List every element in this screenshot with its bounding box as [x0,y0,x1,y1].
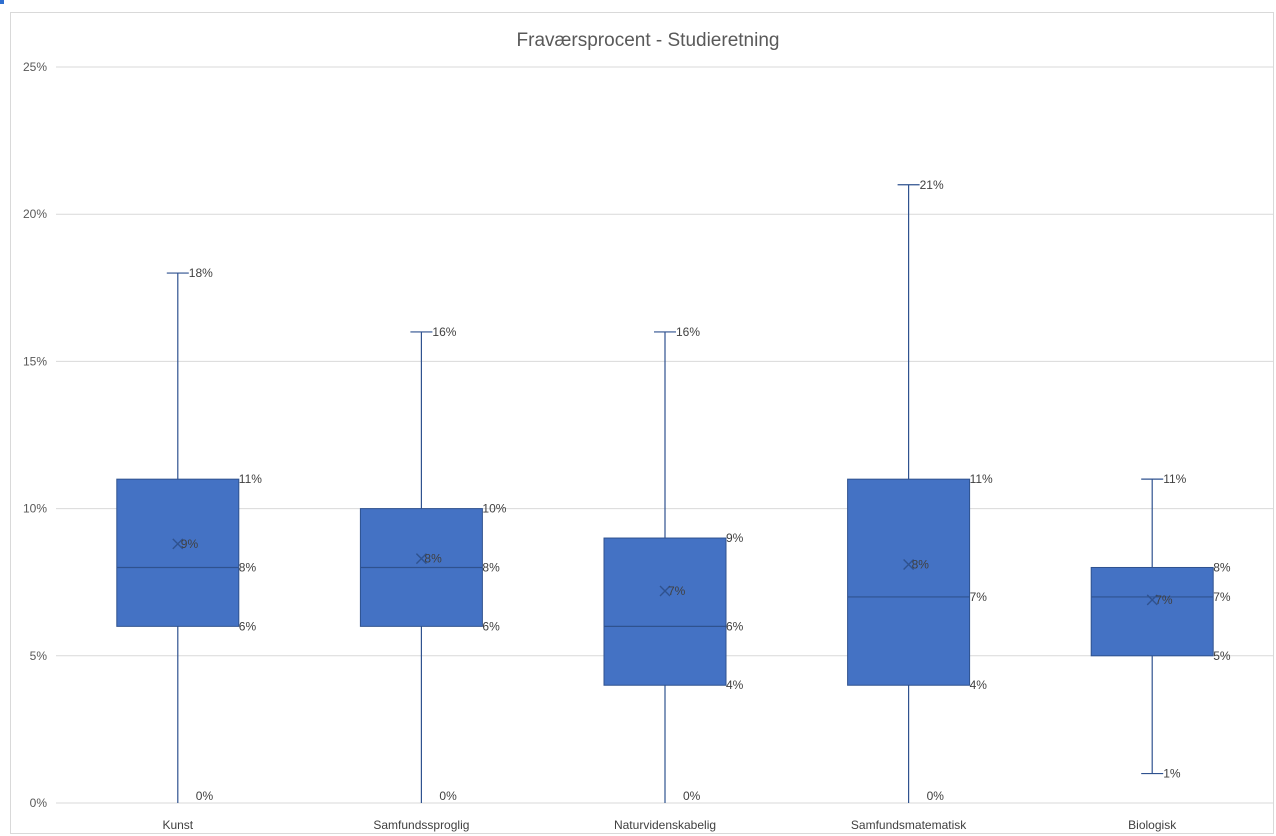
x-category-label-2: Naturvidenskabelig [614,818,716,832]
y-tick-label-25: 25% [23,60,47,74]
x-category-label-3: Samfundsmatematisk [851,818,967,832]
mean-label: 7% [668,584,686,598]
y-tick-label-10: 10% [23,502,47,516]
y-tick-label-5: 5% [30,649,48,663]
chart-title: Fraværsprocent - Studieretning [517,30,780,51]
min-label: 0% [196,789,214,803]
mean-marker [172,538,184,550]
x-category-label-1: Samfundssproglig [373,818,469,832]
min-label: 0% [927,789,945,803]
box [603,537,727,686]
q1-label: 4% [970,678,988,692]
chart-frame [10,12,1274,834]
mean-label: 9% [181,537,199,551]
box-group-1: 16% 10% 8% 6% 0% 8% [359,325,507,803]
median-label: 8% [239,560,257,574]
plot-area: 18% 11% 8% 6% 0% 9% 16% 10% 8% 6% 0% 8% 16% 9% 6% 4% 0% 7… [116,178,1231,803]
x-category-label-4: Biologisk [1128,818,1177,832]
box [116,478,240,627]
y-tick-label-15: 15% [23,354,47,368]
mean-label: 7% [1155,593,1173,607]
y-tick-label-0: 0% [30,796,48,810]
max-label: 21% [920,178,944,192]
box-group-2: 16% 9% 6% 4% 0% 7% [603,325,744,803]
box-group-0: 18% 11% 8% 6% 0% 9% [116,266,262,803]
median-label: 8% [482,560,500,574]
x-category-label-0: Kunst [162,818,193,832]
q3-label: 9% [726,531,744,545]
box [847,478,971,686]
min-label: 0% [683,789,701,803]
box-group-4: 11% 8% 7% 5% 1% 7% [1090,472,1231,781]
box [1090,566,1214,657]
min-label: 1% [1163,767,1181,781]
median-label: 6% [726,619,744,633]
corner-marker [0,0,4,4]
q1-label: 4% [726,678,744,692]
q3-label: 8% [1213,560,1231,574]
median-label: 7% [970,590,988,604]
max-label: 16% [432,325,456,339]
q1-label: 6% [239,619,257,633]
x-axis: Kunst Samfundssproglig Naturvidenskabelig S… [162,818,1177,832]
q3-label: 10% [482,502,506,516]
max-label: 18% [189,266,213,280]
mean-marker [415,553,427,565]
q3-label: 11% [239,472,262,486]
y-tick-label-20: 20% [23,207,47,221]
q1-label: 6% [482,619,500,633]
mean-marker [659,585,671,597]
y-axis: 0% 5% 10% 15% 20% 25% [23,60,47,810]
max-label: 11% [1163,472,1186,486]
mean-label: 8% [912,558,930,572]
box-group-3: 21% 11% 7% 4% 0% 8% [847,178,993,803]
mean-label: 8% [424,552,442,566]
q3-label: 11% [970,472,993,486]
q1-label: 5% [1213,649,1231,663]
mean-marker [903,559,915,571]
max-label: 16% [676,325,700,339]
median-label: 7% [1213,590,1231,604]
mean-marker [1146,594,1158,606]
min-label: 0% [439,789,457,803]
